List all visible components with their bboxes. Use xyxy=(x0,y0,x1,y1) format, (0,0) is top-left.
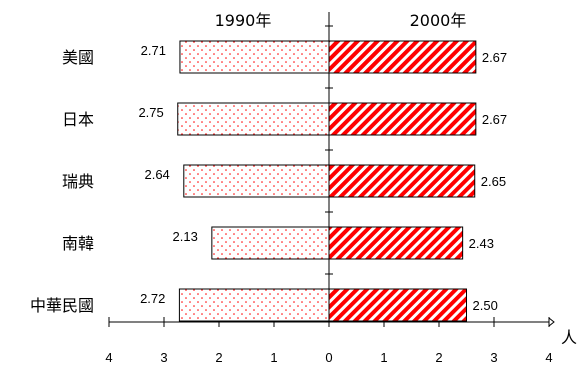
value-label-1990: 2.13 xyxy=(173,229,198,244)
category-label: 美國 xyxy=(62,48,94,67)
category-label: 瑞典 xyxy=(62,172,94,191)
value-label-1990: 2.64 xyxy=(144,167,169,182)
value-label-2000: 2.65 xyxy=(481,174,506,189)
bar-2000 xyxy=(328,288,467,322)
bar-1990 xyxy=(179,40,330,74)
value-label-2000: 2.43 xyxy=(469,236,494,251)
category-label: 中華民國 xyxy=(30,296,94,315)
value-label-1990: 2.71 xyxy=(141,43,166,58)
bar-2000 xyxy=(328,40,477,74)
x-unit-label: 人 xyxy=(561,328,577,347)
series-title-1990: 1990年 xyxy=(215,11,272,30)
bar-2000 xyxy=(328,164,476,198)
category-label: 日本 xyxy=(62,110,94,129)
x-tick-label: 0 xyxy=(325,350,332,365)
x-tick-label: 4 xyxy=(545,350,552,365)
x-tick-label: 3 xyxy=(160,350,167,365)
bar-1990 xyxy=(211,226,330,260)
bar-1990 xyxy=(177,102,330,136)
x-tick-label: 2 xyxy=(215,350,222,365)
bar-2000 xyxy=(328,102,477,136)
series-title-2000: 2000年 xyxy=(410,11,467,30)
value-label-1990: 2.72 xyxy=(140,291,165,306)
bar-1990 xyxy=(178,288,330,322)
bar-1990 xyxy=(183,164,330,198)
x-tick-label: 3 xyxy=(490,350,497,365)
x-tick-label: 4 xyxy=(105,350,112,365)
x-tick-label: 2 xyxy=(435,350,442,365)
x-tick-label: 1 xyxy=(380,350,387,365)
x-axis-arrow xyxy=(548,317,555,327)
x-tick-label: 1 xyxy=(270,350,277,365)
value-label-2000: 2.67 xyxy=(482,112,507,127)
value-label-1990: 2.75 xyxy=(138,105,163,120)
value-label-2000: 2.50 xyxy=(473,298,498,313)
bar-2000 xyxy=(328,226,464,260)
category-label: 南韓 xyxy=(62,234,94,253)
value-label-2000: 2.67 xyxy=(482,50,507,65)
